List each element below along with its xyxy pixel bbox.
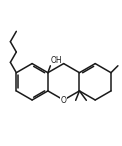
Text: O: O <box>61 95 67 105</box>
Text: OH: OH <box>51 55 62 65</box>
